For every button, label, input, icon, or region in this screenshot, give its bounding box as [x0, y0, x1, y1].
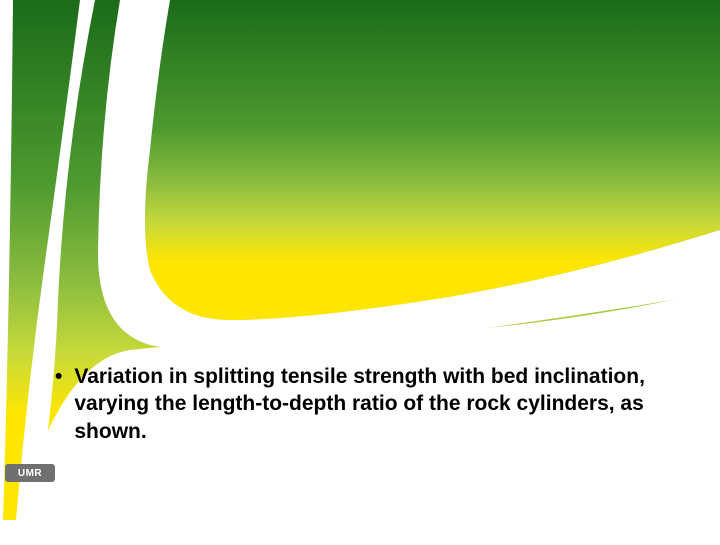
bullet-body: Variation in splitting tensile strength …	[74, 363, 665, 445]
bullet-marker: •	[55, 363, 62, 445]
background-graphic	[0, 0, 720, 540]
bullet-item: • Variation in splitting tensile strengt…	[55, 363, 665, 445]
umr-logo-badge: UMR	[5, 464, 55, 482]
white-gap-lower	[98, 0, 720, 350]
swoosh-svg	[0, 0, 720, 540]
umr-logo-text: UMR	[18, 468, 42, 479]
inner-leaf-shape	[145, 0, 720, 320]
